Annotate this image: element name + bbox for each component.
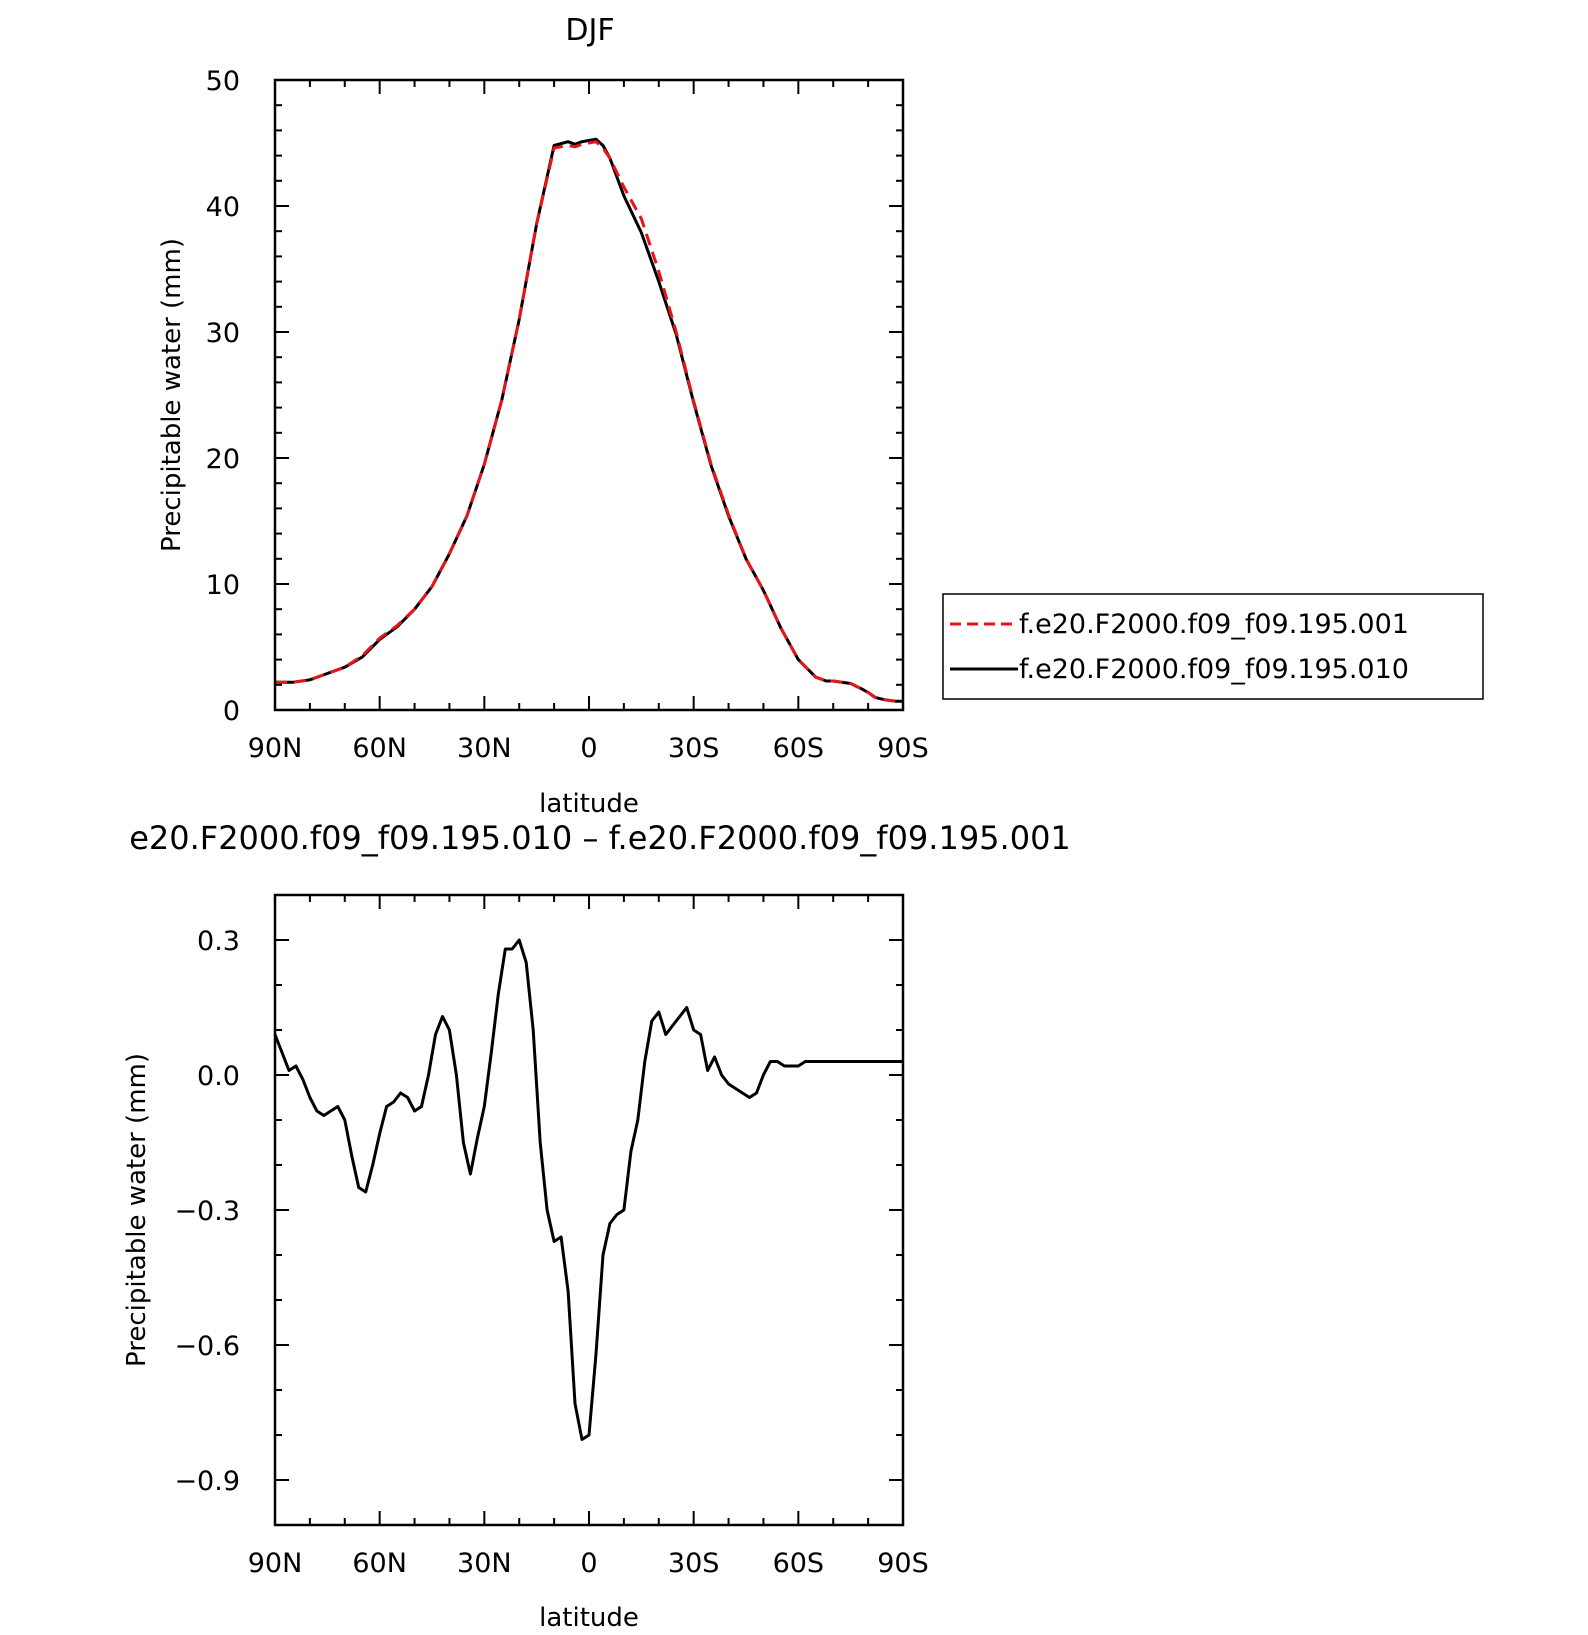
bottom-x-tick-label: 60N: [352, 1548, 407, 1579]
top-x-tick-label: 60S: [773, 733, 825, 764]
bottom-y-tick-label: 0.3: [197, 926, 240, 957]
top-x-tick-label: 90S: [877, 733, 929, 764]
bottom-chart-title: e20.F2000.f09_f09.195.010 – f.e20.F2000.…: [129, 819, 1071, 857]
top-x-tick-label: 90N: [248, 733, 303, 764]
top-y-tick-label: 30: [206, 318, 240, 349]
top-x-axis-label: latitude: [539, 789, 639, 819]
top-y-tick-label: 20: [206, 444, 240, 475]
bottom-x-tick-label: 90S: [877, 1548, 929, 1579]
top-chart-title: DJF: [565, 13, 614, 48]
bottom-y-tick-label: −0.9: [174, 1466, 240, 1497]
top-panel: DJF 90N 60N 30N 0 30S 60S 90S 0 10 20 30 40 50 latit…: [157, 13, 1484, 819]
bottom-x-tick-label: 30N: [457, 1548, 512, 1579]
legend-label-series-1: f.e20.F2000.f09_f09.195.001: [1019, 609, 1409, 640]
bottom-series-line-1: [273, 938, 903, 1441]
top-axes: 90N 60N 30N 0 30S 60S 90S 0 10 20 30 40 50: [206, 66, 929, 764]
bottom-x-tick-label: 30S: [668, 1548, 720, 1579]
legend-label-series-2: f.e20.F2000.f09_f09.195.010: [1019, 654, 1409, 685]
top-x-tick-label: 30S: [668, 733, 720, 764]
bottom-y-axis-label: Precipitable water (mm): [122, 1053, 152, 1367]
top-x-tick-label: 60N: [352, 733, 407, 764]
top-y-axis-label: Precipitable water (mm): [157, 238, 187, 552]
bottom-x-axis-label: latitude: [539, 1603, 639, 1633]
bottom-y-tick-label: −0.6: [174, 1331, 240, 1362]
legend: f.e20.F2000.f09_f09.195.001 f.e20.F2000.…: [942, 593, 1484, 700]
top-series-line-1: [275, 140, 903, 703]
bottom-x-tick-label: 60S: [773, 1548, 825, 1579]
top-x-tick-label: 0: [580, 733, 597, 764]
top-series-line-2: [275, 137, 903, 703]
legend-frame: [942, 593, 1484, 700]
top-y-tick-label: 10: [206, 570, 240, 601]
bottom-x-tick-label: 0: [580, 1548, 597, 1579]
top-x-tick-label: 30N: [457, 733, 512, 764]
top-plot-frame: [273, 78, 905, 712]
top-y-tick-label: 0: [223, 696, 240, 727]
top-y-tick-label: 40: [206, 192, 240, 223]
bottom-x-tick-label: 90N: [248, 1548, 303, 1579]
bottom-plot-frame: [273, 893, 905, 1527]
top-y-tick-label: 50: [206, 66, 240, 97]
bottom-y-tick-label: −0.3: [174, 1196, 240, 1227]
bottom-y-tick-label: 0.0: [197, 1061, 240, 1092]
bottom-series-group: [273, 938, 903, 1441]
top-series-group: [275, 137, 903, 703]
bottom-panel: e20.F2000.f09_f09.195.010 – f.e20.F2000.…: [122, 819, 1071, 1633]
